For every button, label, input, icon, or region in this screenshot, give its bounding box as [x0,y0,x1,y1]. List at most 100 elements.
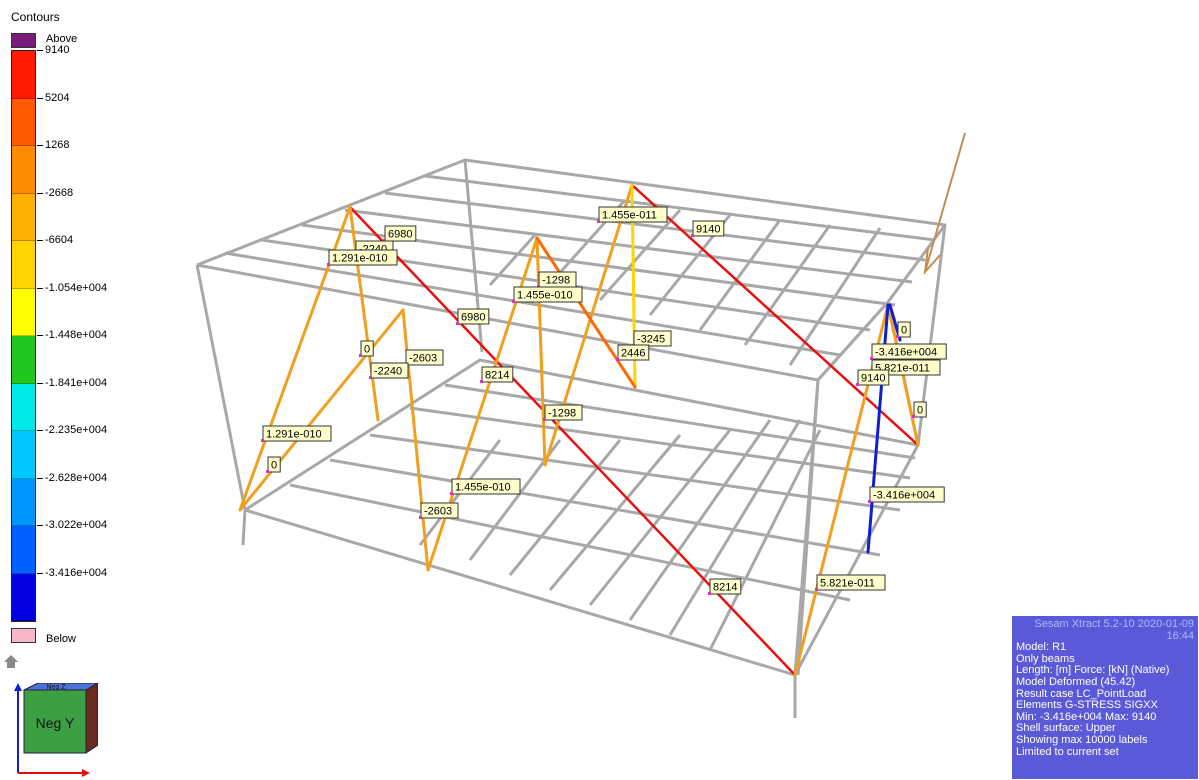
member-orange [348,205,380,422]
info-line: Elements G-STRESS SIGXX [1016,699,1158,712]
value-label-text: 1.291e-010 [266,429,322,441]
value-label-text: -2603 [424,506,452,518]
value-label-text: 1.455e-011 [602,210,657,222]
top-grid-line [598,209,682,301]
info-line: Showing max 10000 labels [1016,733,1148,746]
value-label-text: 9140 [696,224,720,236]
below-label: Below [46,633,76,645]
value-label: 9140 [691,220,725,237]
value-label: -2240 [369,362,409,379]
cube-right-face [85,683,98,754]
value-label: -3.416e+004 [868,486,945,503]
member-red [630,183,920,447]
member-orange [535,236,547,467]
value-label-text: 0 [901,325,907,337]
value-label-text: 1.455e-010 [455,482,511,494]
value-label: -1298 [537,271,577,288]
bottom-grid-line [548,434,682,591]
bottom-grid-line [628,419,772,621]
legend-band [12,383,35,431]
value-label-text: 0 [917,405,923,417]
legend-tick [37,50,43,51]
bottom-deck-outline [244,358,920,676]
legend-tick-label: -1.054e+004 [45,281,108,294]
cube-top-label: Neg Z [46,684,66,691]
top-grid-line [488,233,537,287]
value-label-text: 6980 [461,312,485,324]
legend-tick-label: 5204 [45,91,70,104]
home-icon[interactable] [4,655,18,662]
value-label: 1.455e-011 [597,206,668,223]
legend-tick [37,287,43,289]
legend-tick-label: 1268 [45,139,70,151]
value-label: 0 [896,321,911,338]
legend-band [12,51,35,99]
value-label: -1298 [543,404,583,421]
legend-tick [37,97,43,99]
legend-tick [37,192,43,194]
bottom-grid-line [668,419,802,636]
cube-front-face [23,689,87,754]
value-label-text: 9140 [861,373,885,385]
legend-band [12,526,35,574]
value-label: 6980 [456,308,490,325]
contour-color-bar [11,50,36,622]
below-swatch [11,628,36,643]
bottom-grid-line [708,429,822,651]
legend-band [12,288,35,336]
legend-band [12,241,35,289]
top-edge-right [816,300,890,382]
legend-tick-label: -2668 [45,186,74,199]
z-axis-head [14,683,22,691]
post-right-inner [796,379,820,676]
legend-tick [37,382,43,384]
legend-tick [37,477,43,479]
legend-title: Contours [11,10,60,24]
legend-tick [37,335,43,336]
bottom-grid-line [588,429,732,606]
value-label-text: -3.416e+004 [875,347,937,359]
top-grid-line [344,208,913,284]
value-label: 8214 [480,366,514,383]
legend-band [12,98,35,146]
legend-tick-label: -2.628e+004 [45,471,108,484]
value-label-text: 5.821e-011 [820,578,875,590]
info-line: Only beams [1016,652,1075,665]
legend-tick [37,572,43,574]
orientation-cube[interactable]: Neg Z Neg Y [8,683,98,778]
top-grid-line [424,174,936,242]
top-grid-line [743,224,832,346]
top-edge [196,263,819,382]
bottom-grid-line [444,383,916,460]
legend-band [12,478,35,526]
legend-tick-label: -3.022e+004 [45,519,108,531]
info-line: Shell surface: Upper [1016,722,1116,735]
legend-tick [37,145,43,146]
legend-band [12,146,35,194]
value-label-text: -2603 [409,353,437,365]
top-grid-line [384,191,926,262]
value-label-text: 0 [271,460,277,472]
legend-tick-label: -1.448e+004 [45,329,108,341]
bottom-grid-line [409,406,911,480]
info-line: Model Deformed (45.42) [1016,675,1136,688]
value-label: 9140 [856,369,890,386]
bottom-grid-line [289,483,851,602]
value-label: 1.291e-010 [261,425,332,442]
value-label-text: -3245 [637,334,665,346]
value-label-text: 1.455e-010 [517,290,573,302]
info-lines: Model: R1 Only beams Length: [m] Force: [k… [1016,642,1194,758]
info-line: Limited to current set [1016,745,1119,758]
value-label-text: 2446 [621,348,645,360]
value-label: 8214 [708,578,742,595]
legend-tick-label: 9140 [45,44,70,56]
home-icon-base[interactable] [7,662,15,668]
legend-band [12,193,35,241]
value-label-text: 6980 [388,229,412,241]
value-label-text: -1298 [542,275,570,287]
cube-face-label: Neg Y [36,715,75,731]
legend-tick-label: -3.416e+004 [45,566,108,579]
info-line: Min: -3.416e+004 Max: 9140 [1016,710,1157,723]
info-line: Length: [m] Force: [kN] (Native) [1016,664,1170,677]
